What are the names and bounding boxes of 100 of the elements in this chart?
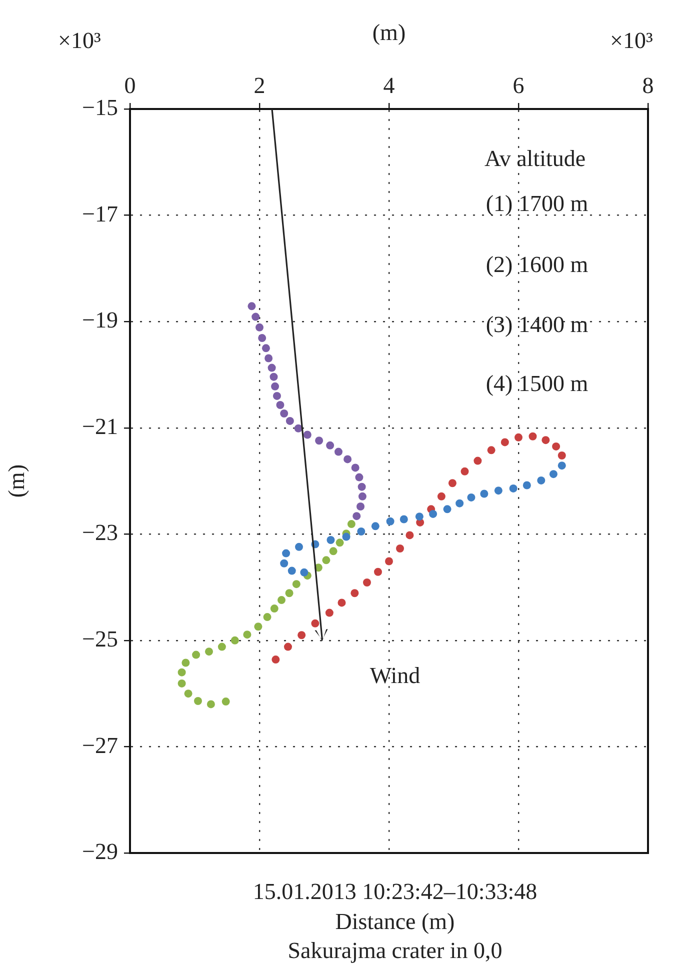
annotation: (3) 1400 m — [486, 312, 588, 338]
text: ×10³ — [610, 28, 653, 54]
y-tick-label: −23 — [82, 520, 118, 546]
x-tick-label: 6 — [512, 73, 524, 98]
point — [315, 436, 324, 445]
y-axis-title: (m) — [4, 464, 29, 498]
y-tick-label: −25 — [82, 626, 118, 652]
text: ×10³ — [58, 28, 101, 54]
point — [400, 515, 408, 524]
y-tick-label: −15 — [82, 95, 118, 120]
point — [460, 467, 469, 476]
point — [218, 642, 226, 651]
point — [456, 499, 464, 508]
point — [184, 690, 192, 698]
x-tick-label: 0 — [124, 73, 136, 98]
annotation: Av altitude — [484, 146, 586, 172]
point — [358, 492, 366, 500]
y-tick-label: −19 — [82, 308, 118, 333]
point — [294, 424, 302, 432]
point — [182, 658, 190, 667]
point — [300, 568, 308, 576]
point — [357, 527, 366, 536]
point — [325, 608, 334, 617]
point — [258, 334, 266, 342]
x-tick-label: 2 — [254, 73, 266, 98]
point — [522, 481, 531, 490]
point — [558, 451, 566, 460]
point — [356, 502, 365, 511]
point — [514, 433, 522, 442]
annotation: (4) 1500 m — [486, 371, 588, 396]
point — [252, 312, 260, 321]
point — [271, 382, 280, 390]
point — [355, 473, 364, 482]
point — [336, 538, 344, 547]
text: Sakurajma crater in 0,0 — [288, 938, 502, 964]
point — [350, 589, 359, 598]
point — [285, 589, 294, 598]
point — [280, 410, 288, 418]
point — [334, 448, 342, 456]
point — [295, 542, 303, 551]
point — [276, 401, 284, 410]
point — [487, 446, 496, 454]
y-tick-label: −21 — [82, 414, 118, 439]
point — [282, 549, 290, 558]
point — [347, 520, 356, 528]
point — [351, 464, 360, 472]
point — [288, 566, 296, 575]
point — [509, 484, 518, 492]
annotation: (1) 1700 m — [486, 191, 588, 216]
point — [264, 354, 273, 362]
point — [528, 432, 537, 440]
point — [286, 416, 294, 425]
point — [329, 547, 338, 556]
y-tick-label: −29 — [82, 839, 118, 864]
point — [386, 517, 394, 526]
point — [338, 598, 346, 607]
point — [374, 568, 382, 576]
point — [352, 512, 361, 520]
point — [537, 476, 546, 484]
point — [500, 438, 509, 446]
point — [178, 668, 186, 676]
point — [480, 490, 488, 498]
point — [371, 522, 380, 530]
text: 15.01.2013 10:23:42–10:33:48 — [252, 879, 538, 904]
point — [194, 697, 202, 706]
point — [385, 557, 393, 566]
point — [326, 441, 334, 450]
point — [549, 470, 558, 478]
point — [270, 604, 278, 613]
point — [429, 510, 438, 518]
point — [243, 630, 252, 639]
x-tick-label: 4 — [383, 73, 396, 98]
point — [303, 430, 312, 439]
point — [358, 482, 366, 491]
point — [256, 323, 264, 332]
point — [284, 642, 292, 651]
point — [204, 648, 213, 656]
point — [263, 613, 272, 622]
point — [192, 650, 200, 659]
x-axis-title: (m) — [372, 20, 406, 45]
point — [248, 302, 256, 310]
point — [272, 656, 280, 664]
point — [278, 596, 286, 604]
point — [558, 462, 566, 470]
point — [542, 436, 550, 444]
point — [272, 392, 281, 400]
point — [222, 698, 230, 706]
point — [552, 442, 560, 450]
point — [270, 372, 278, 381]
point — [268, 364, 276, 372]
point — [326, 536, 335, 544]
point — [474, 456, 482, 465]
text: Distance (m) — [335, 909, 455, 934]
point — [362, 578, 371, 587]
point — [342, 532, 350, 541]
point — [230, 636, 239, 644]
point — [178, 679, 186, 688]
point — [467, 493, 476, 502]
point — [448, 479, 456, 488]
point — [322, 556, 330, 564]
